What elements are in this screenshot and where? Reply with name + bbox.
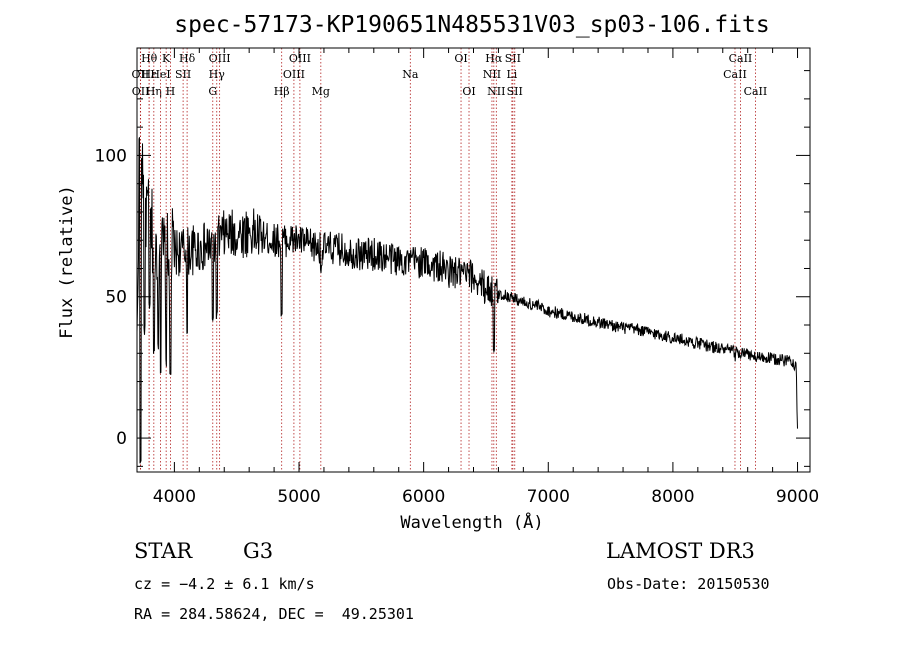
line-id-label: CaII bbox=[744, 85, 768, 98]
line-id-label: Hε bbox=[141, 68, 157, 81]
x-tick-label: 8000 bbox=[651, 487, 694, 507]
line-id-label: CaII bbox=[729, 52, 753, 65]
line-id-label: OII bbox=[132, 85, 150, 98]
y-tick-label: 0 bbox=[116, 429, 127, 449]
line-id-label: Mg bbox=[312, 85, 330, 98]
line-id-label: Hδ bbox=[179, 52, 196, 65]
line-id-label: OI bbox=[454, 52, 467, 65]
line-id-label: CaII bbox=[723, 68, 747, 81]
object-class: STAR bbox=[134, 539, 193, 563]
line-id-label: NII bbox=[487, 85, 505, 98]
x-tick-label: 4000 bbox=[153, 487, 196, 507]
line-id-label: OIII bbox=[209, 52, 231, 65]
line-id-label: HeI bbox=[150, 68, 170, 81]
spectrum-series bbox=[136, 137, 798, 464]
ra-dec-coordinates: RA = 284.58624, DEC = 49.25301 bbox=[134, 605, 414, 623]
line-id-label: Hη bbox=[146, 85, 162, 98]
y-tick-label: 50 bbox=[105, 288, 127, 308]
line-id-label: NII bbox=[483, 68, 501, 81]
y-axis: 0 50 100 bbox=[95, 70, 810, 467]
chart-title: spec-57173-KP190651N485531V03_sp03-106.f… bbox=[174, 12, 769, 38]
line-id-label: G bbox=[208, 85, 217, 98]
plot-frame bbox=[136, 47, 811, 473]
x-axis: 4000 5000 6000 7000 8000 9000 bbox=[153, 48, 819, 507]
observation-date: Obs-Date: 20150530 bbox=[607, 575, 770, 593]
line-id-label: Hα bbox=[485, 52, 503, 65]
line-id-label: H bbox=[166, 85, 176, 98]
x-axis-label: Wavelength (Å) bbox=[400, 511, 543, 533]
line-id-label: SII bbox=[505, 52, 521, 65]
object-subclass: G3 bbox=[243, 539, 273, 563]
line-id-label: Hβ bbox=[274, 85, 290, 98]
x-tick-label: 6000 bbox=[402, 487, 445, 507]
line-id-label: OI bbox=[462, 85, 475, 98]
line-id-label: OIII bbox=[289, 52, 311, 65]
x-tick-label: 9000 bbox=[776, 487, 819, 507]
line-id-label: K bbox=[162, 52, 171, 65]
line-id-label: Na bbox=[402, 68, 419, 81]
redshift-cz: cz = −4.2 ± 6.1 km/s bbox=[134, 575, 315, 593]
spectrum-line bbox=[136, 137, 798, 464]
line-id-label: OIII bbox=[283, 68, 305, 81]
line-id-label: Hγ bbox=[209, 68, 226, 81]
y-tick-label: 100 bbox=[95, 146, 127, 166]
line-id-label: SII bbox=[175, 68, 191, 81]
survey-name: LAMOST DR3 bbox=[606, 539, 755, 563]
line-id-label: OII bbox=[132, 68, 150, 81]
line-id-label: SII bbox=[507, 85, 523, 98]
x-tick-label: 7000 bbox=[527, 487, 570, 507]
x-tick-label: 5000 bbox=[277, 487, 320, 507]
y-axis-label: Flux (relative) bbox=[57, 185, 77, 339]
line-id-label: Li bbox=[506, 68, 517, 81]
